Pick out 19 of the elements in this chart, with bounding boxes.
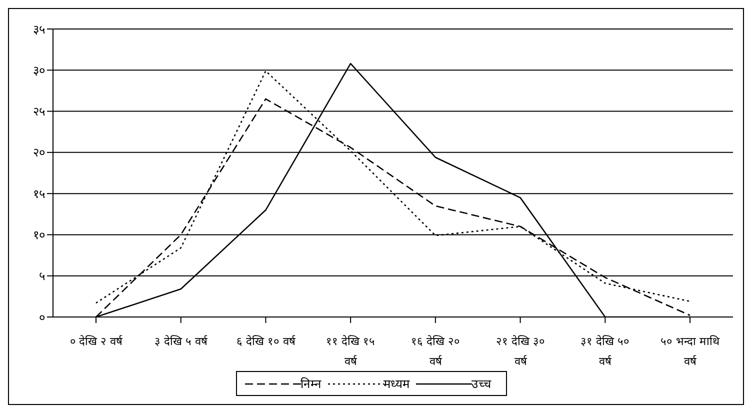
y-tick-label: ३५ [33,22,45,36]
legend-label: उच्च [472,376,492,392]
y-tick-label: ३० [33,63,45,78]
x-tick-label: ३१ देखि ५० वर्ष [580,334,630,368]
x-tick-label: ३ देखि ५ वर्ष [154,334,208,348]
x-tick-label: १६ देखि २० वर्ष [410,334,460,368]
legend-label: निम्न [300,376,322,392]
legend-label: मध्यम [384,376,410,392]
x-tick-label: ११ देखि १५ वर्ष [326,334,376,368]
x-tick-label: २१ देखि ३० वर्ष [496,334,545,368]
y-tick-label: १० [33,228,45,242]
y-tick-label: २५ [33,104,45,119]
y-tick-label: २० [33,146,45,160]
x-tick-label: ० देखि २ वर्ष [70,334,124,348]
y-tick-label: ० [39,310,45,324]
x-tick-label: ५० भन्दा माथि वर्ष [660,334,720,368]
y-tick-label: १५ [33,186,45,201]
y-tick-label: ५ [39,269,45,284]
x-tick-label: ६ देखि १० वर्ष [236,334,296,348]
